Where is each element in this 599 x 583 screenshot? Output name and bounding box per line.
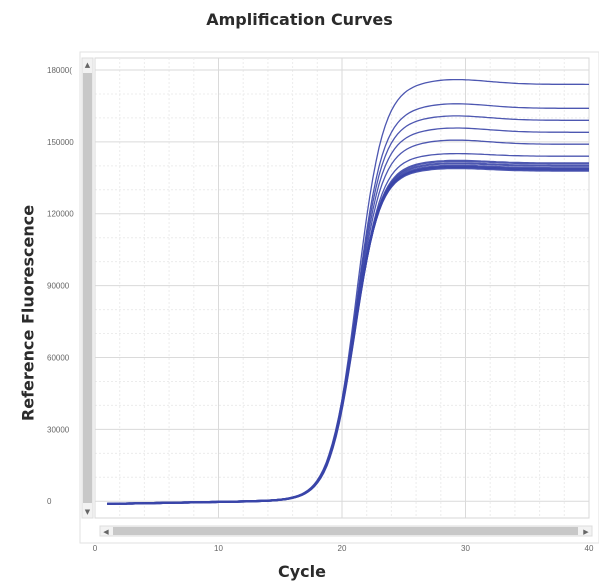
curve-group xyxy=(107,78,589,505)
y-tick-label: 30000 xyxy=(47,425,70,434)
y-tick-label: 60000 xyxy=(47,353,70,362)
chart-title: Amplification Curves xyxy=(206,10,393,29)
grid-lines xyxy=(94,58,590,518)
scroll-left-arrow[interactable]: ◀ xyxy=(103,528,109,536)
x-tick-label: 0 xyxy=(93,544,98,553)
amplification-curve xyxy=(107,167,589,505)
scroll-up-arrow[interactable]: ▲ xyxy=(85,61,91,69)
y-tick-label: 90000 xyxy=(47,282,70,291)
y-tick-label: 120000 xyxy=(47,210,74,219)
x-tick-label: 20 xyxy=(338,544,347,553)
axis-ticks: 0 10 20 30 40 0 30000 60000 90000 120000 150000 180… xyxy=(47,66,594,553)
vertical-scrollbar-thumb[interactable] xyxy=(83,73,92,503)
horizontal-scrollbar-thumb[interactable] xyxy=(113,527,578,535)
scroll-down-arrow[interactable]: ▼ xyxy=(85,508,91,516)
x-tick-label: 40 xyxy=(585,544,594,553)
y-tick-label: 18000( xyxy=(47,66,72,75)
x-tick-label: 30 xyxy=(461,544,470,553)
y-tick-label: 150000 xyxy=(47,138,74,147)
y-tick-label: 0 xyxy=(47,497,52,506)
vertical-scrollbar[interactable]: ▲ ▼ xyxy=(81,57,94,519)
x-tick-label: 10 xyxy=(214,544,223,553)
scroll-right-arrow[interactable]: ▶ xyxy=(583,528,589,536)
horizontal-scrollbar[interactable]: ◀ ▶ xyxy=(99,525,593,537)
x-axis-title: Cycle xyxy=(278,562,326,581)
